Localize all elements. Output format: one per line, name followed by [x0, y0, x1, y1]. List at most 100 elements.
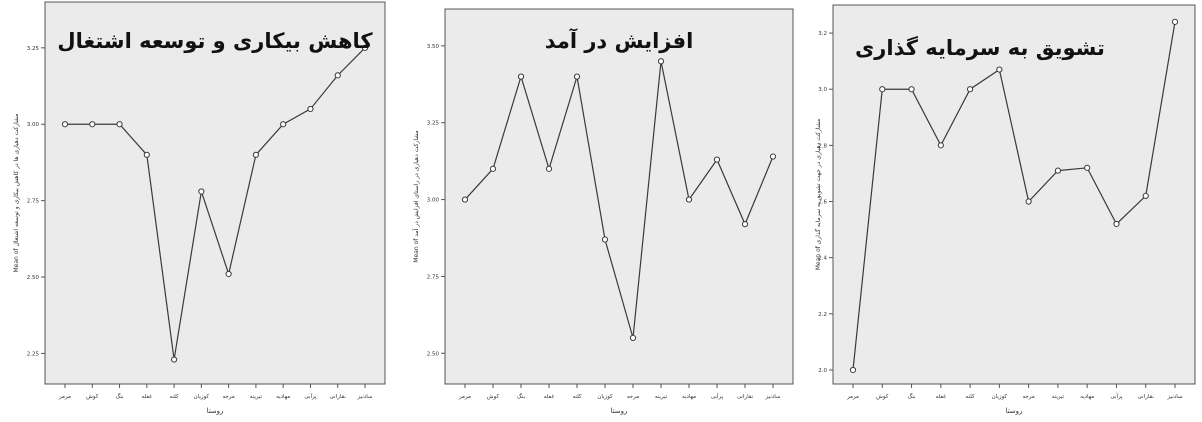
chart-panel-3: 2.0 2.2 2.4 2.6 2.8 3.0 3.2 مرمر کوش بنگ غفله کلنه ک… — [814, 4, 1196, 415]
y-tick-label: 2.25 — [27, 351, 40, 357]
x-tick-label: نقارانی — [330, 394, 347, 400]
data-point — [908, 86, 915, 93]
data-point — [966, 86, 974, 93]
x-tick-label: مرخه — [222, 394, 234, 400]
chart-title: کاهش بیکاری و توسعه اشتغال — [57, 29, 373, 53]
data-point — [601, 236, 609, 243]
plot-area — [832, 4, 1196, 385]
y-tick-label: 3.0 — [818, 87, 827, 93]
data-point — [996, 66, 1003, 73]
x-tick-label: نقارانی — [737, 394, 754, 400]
y-tick-label: 2.0 — [818, 368, 827, 374]
y-tick-label: 3.25 — [27, 46, 40, 52]
x-axis-label: روستا — [207, 407, 224, 415]
y-tick-label: 2.75 — [427, 274, 440, 280]
data-point — [657, 58, 665, 65]
x-tick-label: مهادیه — [276, 394, 290, 400]
data-point — [334, 72, 341, 79]
x-tick-label: نقارانی — [1138, 394, 1155, 400]
data-point — [1142, 192, 1149, 200]
x-tick-label: کوزیان — [194, 393, 210, 400]
series-line — [852, 21, 1176, 371]
data-point — [89, 121, 96, 128]
data-point — [879, 86, 886, 93]
x-tick-label: سادنیز — [765, 394, 781, 400]
plot-area — [444, 8, 794, 385]
y-tick-label: 3.50 — [427, 44, 440, 50]
data-point — [361, 44, 369, 51]
data-point — [61, 121, 69, 128]
data-point — [1171, 18, 1179, 25]
x-tick-label: بنگ — [907, 393, 916, 400]
series-line — [65, 47, 366, 360]
x-tick-label: کلنه — [572, 393, 581, 400]
data-point — [461, 196, 469, 203]
data-point — [307, 105, 314, 113]
x-tick-label: کلنه — [966, 393, 975, 400]
series-line — [464, 61, 774, 339]
y-axis-label: Mean of مشارکت دهیاری در راستای افزایش د… — [411, 130, 420, 262]
data-point — [1054, 167, 1062, 174]
x-tick-label: مرمر — [458, 394, 471, 400]
data-point — [573, 73, 581, 80]
x-tick-label: سادنیز — [1167, 394, 1183, 400]
data-point — [489, 165, 497, 172]
data-point — [741, 221, 749, 228]
data-point — [685, 196, 693, 203]
x-tick-label: بنگ — [115, 393, 124, 400]
x-tick-label: پرآبی — [1110, 393, 1123, 400]
x-tick-label: تیرینه — [655, 394, 668, 400]
x-tick-label: غفله — [936, 394, 947, 400]
data-point — [198, 188, 205, 195]
data-point — [517, 73, 525, 80]
x-tick-label: کلنه — [170, 393, 179, 400]
data-point — [170, 356, 178, 363]
data-point — [937, 142, 944, 149]
x-tick-label: کوش — [487, 393, 500, 400]
y-tick-label: 3.25 — [427, 121, 440, 127]
x-tick-label: غفله — [544, 394, 555, 400]
x-tick-label: مرخه — [627, 394, 639, 400]
chart-panel-1: 2.25 2.50 2.75 3.00 3.25 مرمر کوش بنگ غفله کلنه کو… — [13, 1, 386, 415]
x-tick-label: تیرینه — [250, 394, 263, 400]
chart-title: تشویق به سرمایه گذاری — [855, 35, 1105, 60]
y-tick-label: 2.4 — [818, 256, 827, 262]
data-point — [545, 165, 553, 172]
x-axis-label: روستا — [1006, 407, 1023, 415]
data-point — [849, 366, 857, 374]
x-tick-label: مرخه — [1022, 394, 1034, 400]
y-tick-label: 3.00 — [27, 122, 40, 128]
y-tick-label: 2.50 — [427, 351, 440, 357]
data-point — [1025, 198, 1032, 205]
x-tick-label: تیرینه — [1052, 394, 1065, 400]
data-point — [713, 156, 721, 163]
x-tick-label: مهادیه — [1080, 394, 1094, 400]
x-axis-label: روستا — [611, 407, 628, 415]
data-point — [769, 153, 777, 160]
data-point — [252, 151, 260, 158]
x-tick-label: پرآبی — [304, 393, 317, 400]
y-tick-label: 2.75 — [27, 199, 40, 205]
y-tick-label: 2.2 — [818, 312, 827, 318]
data-point — [116, 121, 123, 128]
chart-title: افزایش در آمد — [545, 28, 694, 53]
data-point — [225, 270, 232, 278]
x-tick-label: سادنیز — [357, 394, 373, 400]
x-tick-label: کوزیان — [992, 393, 1008, 400]
y-axis-label: Mean of مشارکت دهیاری در جهت تشویق به سر… — [814, 119, 822, 271]
y-tick-label: 2.8 — [818, 143, 827, 149]
y-tick-label: 3.2 — [818, 31, 827, 37]
y-tick-label: 2.6 — [818, 200, 827, 206]
data-point — [1084, 164, 1091, 171]
plot-area — [44, 1, 386, 385]
x-tick-label: کوش — [876, 393, 889, 400]
chart-panel-2: 2.50 2.75 3.00 3.25 3.50 مرمر کوش بنگ غفله کلنه کو… — [411, 8, 794, 415]
x-tick-label: مرمر — [58, 394, 71, 400]
data-point — [280, 121, 287, 128]
x-tick-label: پرآبی — [711, 393, 724, 400]
data-point — [143, 151, 150, 158]
x-tick-label: مهادیه — [682, 394, 696, 400]
y-tick-label: 3.00 — [427, 198, 440, 204]
